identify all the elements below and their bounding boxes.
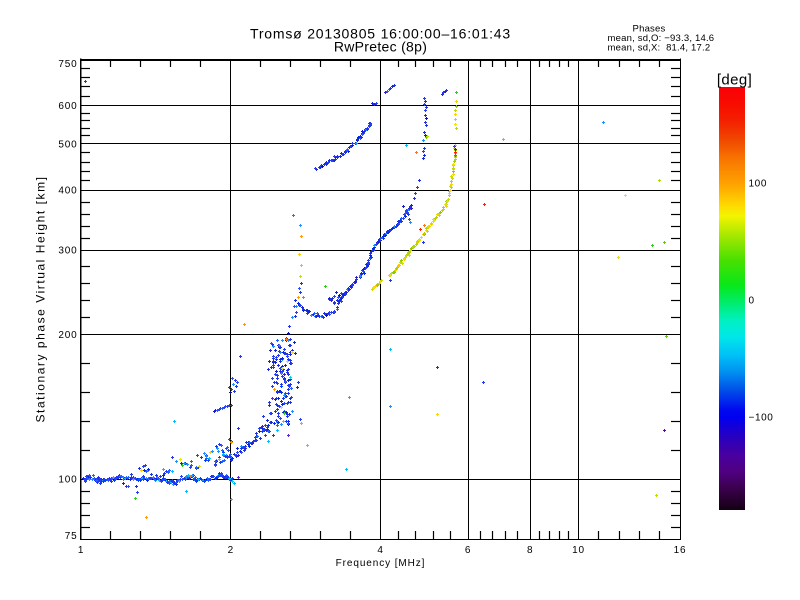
svg-text:Frequency [MHz]: Frequency [MHz] (336, 558, 426, 569)
svg-text:6: 6 (465, 545, 471, 556)
svg-text:[deg]: [deg] (717, 72, 752, 89)
svg-text:1: 1 (78, 545, 84, 556)
svg-text:600: 600 (58, 101, 77, 112)
svg-text:200: 200 (58, 330, 77, 341)
svg-text:Stationary phase Virtual Heigh: Stationary phase Virtual Height [km] (34, 175, 48, 422)
svg-text:300: 300 (58, 246, 77, 257)
svg-text:2: 2 (228, 545, 234, 556)
svg-text:−100: −100 (749, 413, 774, 424)
svg-text:4: 4 (377, 545, 383, 556)
svg-text:RwPretec (8p): RwPretec (8p) (334, 39, 427, 55)
svg-text:0: 0 (749, 296, 755, 307)
svg-text:mean, sd,X: 81.4, 17.2: mean, sd,X: 81.4, 17.2 (608, 43, 711, 54)
svg-text:500: 500 (58, 140, 77, 151)
svg-text:100: 100 (58, 475, 77, 486)
svg-text:8: 8 (527, 545, 533, 556)
svg-text:10: 10 (572, 545, 585, 556)
svg-text:16: 16 (674, 545, 687, 556)
svg-text:400: 400 (58, 186, 77, 197)
svg-text:Phases: Phases (633, 24, 666, 35)
svg-text:100: 100 (749, 179, 768, 190)
svg-text:75: 75 (65, 531, 78, 542)
svg-text:mean, sd,O: −93.3, 14.6: mean, sd,O: −93.3, 14.6 (608, 33, 715, 44)
svg-text:Tromsø 20130805 16:00:00–16:01: Tromsø 20130805 16:00:00–16:01:43 (250, 26, 511, 42)
svg-text:750: 750 (58, 59, 77, 70)
